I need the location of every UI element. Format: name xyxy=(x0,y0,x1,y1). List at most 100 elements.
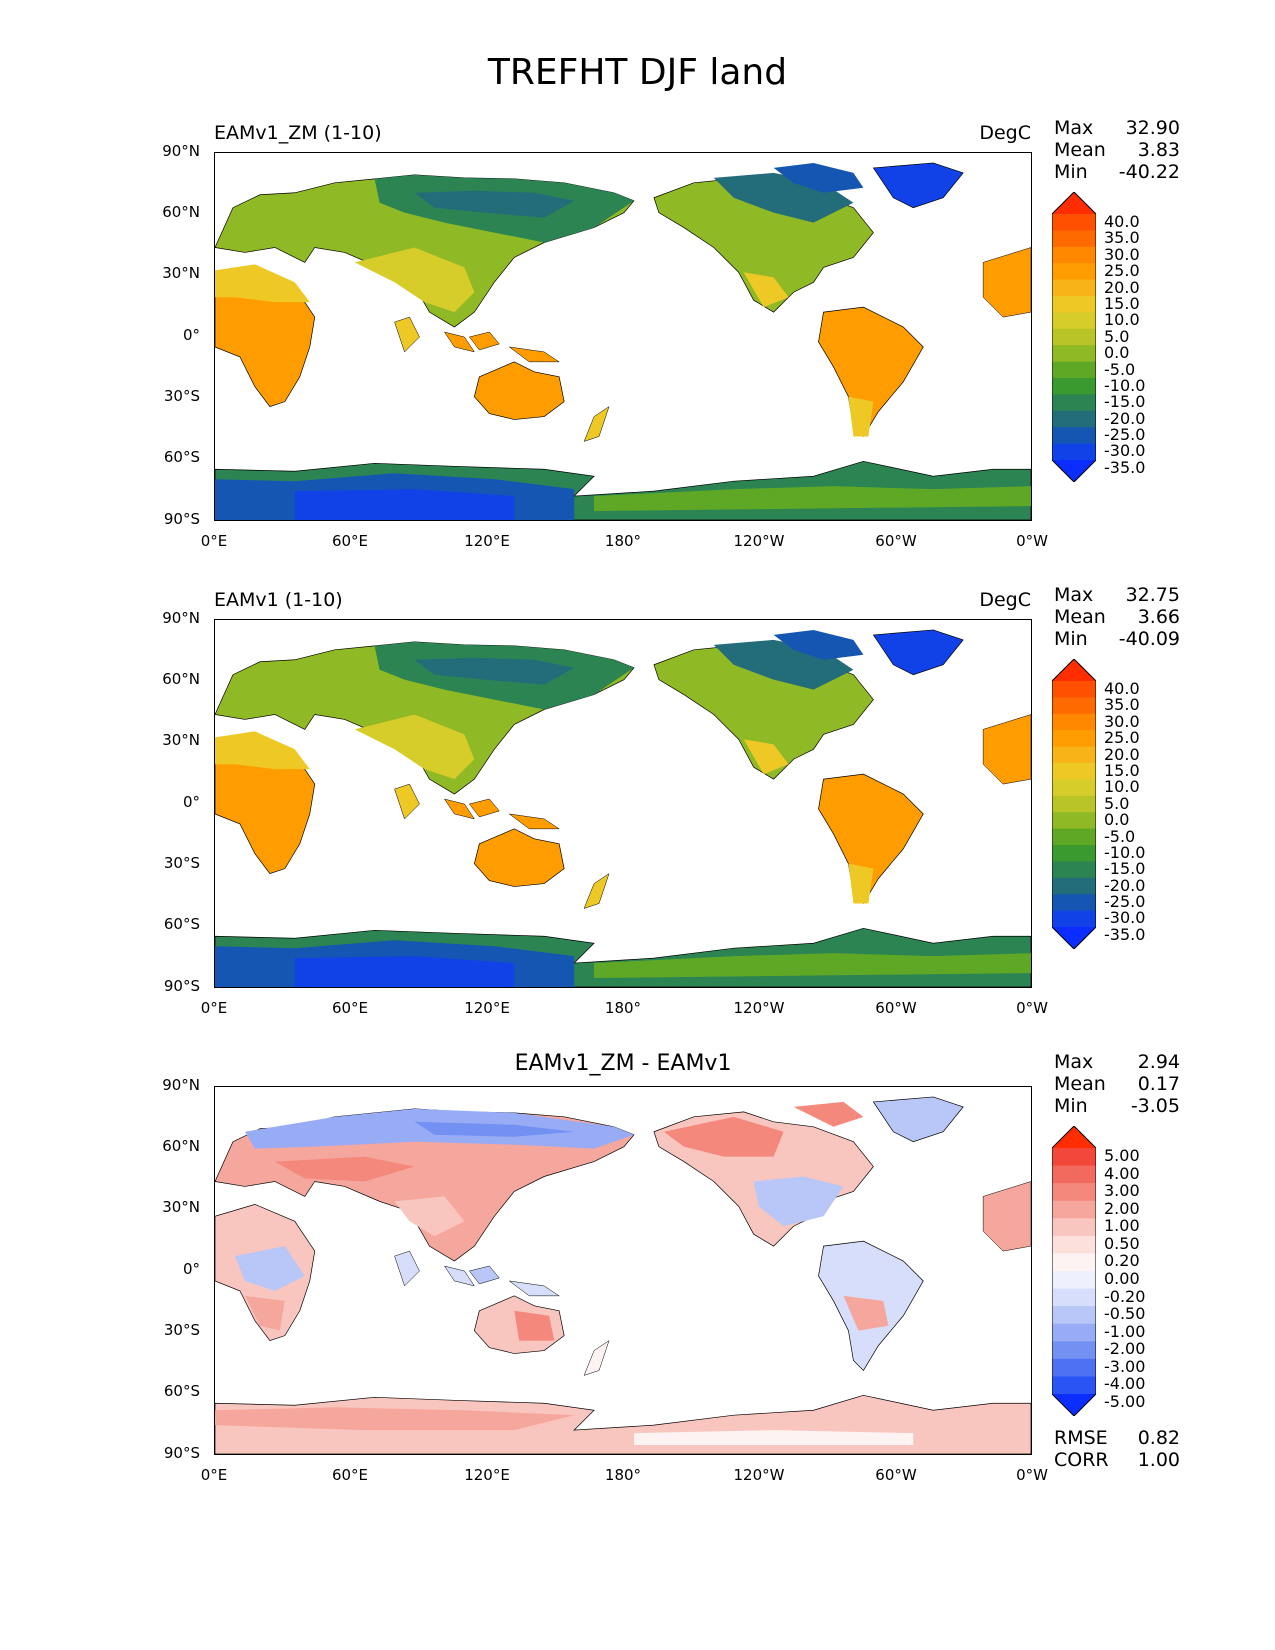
colorbar-tick-label: 3.00 xyxy=(1104,1181,1140,1201)
colorbar-tick-label: -35.0 xyxy=(1104,457,1146,477)
colorbar-segment xyxy=(1052,296,1096,313)
colorbar-extend-bottom xyxy=(1052,1394,1096,1416)
colorbar-segment xyxy=(1052,812,1096,830)
colorbar-segment xyxy=(1052,730,1096,748)
lat-tick: 30°S xyxy=(163,1321,200,1339)
colorbar-segment xyxy=(1052,1253,1096,1272)
accuracy-box: RMSE 0.82 CORR 1.00 xyxy=(1054,1427,1180,1471)
corr-value: 1.00 xyxy=(1137,1449,1180,1471)
colorbar xyxy=(1052,192,1096,482)
colorbar-segment xyxy=(1052,345,1096,363)
lat-tick: 90°S xyxy=(163,977,200,995)
colorbar-tick-label: -0.50 xyxy=(1104,1304,1146,1324)
lat-tick: 90°N xyxy=(162,1076,200,1094)
lat-tick: 0° xyxy=(182,793,200,811)
lat-tick: 90°N xyxy=(162,609,200,627)
colorbar-segment xyxy=(1052,246,1096,264)
colorbar-labels: 40.0 35.0 30.0 25.0 20.0 15.0 10.0 5.0 0.0 -5.0 -1… xyxy=(1104,680,1146,943)
stat-label: Mean xyxy=(1054,139,1106,161)
colorbar-tick-label: 1.00 xyxy=(1104,1216,1140,1236)
lat-tick: 30°N xyxy=(162,731,200,749)
colorbar-tick-label: -10.0 xyxy=(1104,842,1146,862)
colorbar-tick-label: 0.20 xyxy=(1104,1251,1140,1271)
lon-tick: 60°E xyxy=(331,532,369,550)
stat-mean: 0.17 xyxy=(1137,1073,1180,1095)
colorbar-segment xyxy=(1052,1288,1096,1307)
colorbar-segment xyxy=(1052,795,1096,813)
colorbar-segment xyxy=(1052,378,1096,395)
colorbar-tick-label: 15.0 xyxy=(1104,293,1140,313)
lon-tick: 60°W xyxy=(875,1466,917,1484)
lon-tick: 120°E xyxy=(464,1466,510,1484)
temperature-map xyxy=(215,162,1031,520)
colorbar-segment xyxy=(1052,394,1096,412)
colorbar-segment xyxy=(1052,1148,1096,1167)
colorbar-tick-label: 5.0 xyxy=(1104,793,1130,813)
lat-tick: 0° xyxy=(182,326,200,344)
colorbar-tick-label: 5.00 xyxy=(1104,1146,1140,1165)
colorbar-tick-label: -4.00 xyxy=(1104,1374,1146,1394)
stat-max: 2.94 xyxy=(1137,1051,1180,1073)
colorbar-tick-label: -20.0 xyxy=(1104,408,1146,428)
lon-tick: 0°W xyxy=(1016,999,1048,1017)
lat-tick: 60°N xyxy=(162,1137,200,1155)
lat-tick: 60°N xyxy=(162,203,200,221)
lon-tick: 0°W xyxy=(1016,532,1048,550)
stats-box: Max 32.75 Mean 3.66 Min -40.09 xyxy=(1054,584,1180,650)
colorbar-tick-label: -15.0 xyxy=(1104,859,1146,879)
colorbar-segment xyxy=(1052,681,1096,698)
panel-units: DegC xyxy=(979,122,1031,144)
colorbar-segment xyxy=(1052,361,1096,379)
colorbar-tick-label: 0.00 xyxy=(1104,1268,1140,1288)
colorbar-segment xyxy=(1052,894,1096,912)
colorbar-extend-top xyxy=(1052,659,1096,681)
colorbar-segment xyxy=(1052,1235,1096,1254)
colorbar-segment xyxy=(1052,1376,1096,1395)
colorbar-tick-label: -0.20 xyxy=(1104,1286,1146,1306)
panel-title-left: EAMv1 (1-10) xyxy=(214,589,343,611)
lon-tick: 180° xyxy=(604,1466,642,1484)
colorbar-segment xyxy=(1052,1165,1096,1184)
lat-tick: 60°N xyxy=(162,670,200,688)
colorbar-segment xyxy=(1052,1323,1096,1342)
colorbar-segment xyxy=(1052,763,1096,780)
lon-tick: 120°W xyxy=(733,999,785,1017)
colorbar xyxy=(1052,659,1096,949)
lat-tick: 30°N xyxy=(162,1198,200,1216)
colorbar-segment xyxy=(1052,230,1096,248)
stats-box: Max 32.90 Mean 3.83 Min -40.22 xyxy=(1054,117,1180,183)
colorbar-tick-label: 40.0 xyxy=(1104,212,1140,231)
lat-tick: 60°S xyxy=(163,1382,200,1400)
colorbar-tick-label: 25.0 xyxy=(1104,261,1140,281)
lat-tick: 90°S xyxy=(163,1444,200,1462)
colorbar-segment xyxy=(1052,410,1096,428)
map-area xyxy=(214,1086,1032,1455)
colorbar-tick-label: -30.0 xyxy=(1104,441,1146,461)
colorbar-tick-label: -1.00 xyxy=(1104,1321,1146,1341)
colorbar-tick-label: -2.00 xyxy=(1104,1339,1146,1359)
stat-min: -40.09 xyxy=(1118,628,1180,650)
colorbar-tick-label: -5.00 xyxy=(1104,1391,1146,1411)
figure-title: TREFHT DJF land xyxy=(487,52,788,93)
colorbar-tick-label: 25.0 xyxy=(1104,728,1140,748)
panel-model-ref: EAMv1 (1-10) DegC xyxy=(0,584,1275,1027)
lat-tick: 60°S xyxy=(163,448,200,466)
colorbar-tick-label: 10.0 xyxy=(1104,310,1140,330)
colorbar-segment xyxy=(1052,279,1096,297)
colorbar-segment xyxy=(1052,427,1096,445)
lon-tick: 60°E xyxy=(331,1466,369,1484)
colorbar-segment xyxy=(1052,861,1096,879)
colorbar-tick-label: 10.0 xyxy=(1104,777,1140,797)
lon-tick: 0°E xyxy=(200,1466,228,1484)
colorbar-segment xyxy=(1052,328,1096,346)
colorbar-labels: 5.00 4.00 3.00 2.00 1.00 0.50 0.20 0.00 -0.20 -0.… xyxy=(1104,1148,1145,1411)
stat-label: Mean xyxy=(1054,606,1106,628)
colorbar-segment xyxy=(1052,697,1096,715)
lat-tick: 30°S xyxy=(163,387,200,405)
colorbar-tick-label: 35.0 xyxy=(1104,695,1140,715)
lon-tick: 180° xyxy=(604,532,642,550)
colorbar-segment xyxy=(1052,1306,1096,1325)
corr-label: CORR xyxy=(1054,1449,1109,1471)
colorbar-segment xyxy=(1052,877,1096,895)
stat-label: Max xyxy=(1054,117,1094,139)
